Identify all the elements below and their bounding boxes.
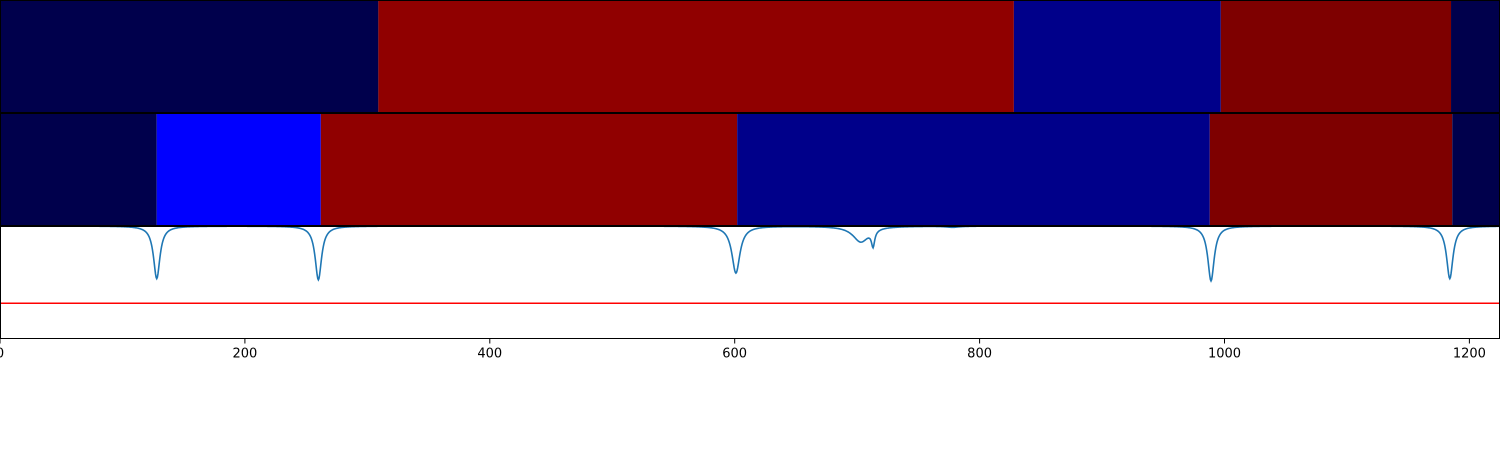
x-tick-label-600: 600 bbox=[722, 347, 747, 362]
segmentation-b-segment-3 bbox=[320, 113, 738, 225]
x-tick-label-800: 800 bbox=[967, 347, 992, 362]
segment-row-b bbox=[0, 113, 1500, 225]
segmentation-a-segment-2 bbox=[378, 0, 1014, 112]
segmentation-a-segment-4 bbox=[1220, 0, 1452, 112]
segmentation-b-segment-1 bbox=[0, 113, 157, 225]
segmentation-b-segment-6 bbox=[1452, 113, 1500, 225]
x-tick-label-1000: 1000 bbox=[1208, 347, 1241, 362]
line-panel bbox=[0, 225, 1500, 338]
x-tick-label-1200: 1200 bbox=[1453, 347, 1486, 362]
segment-row-a bbox=[0, 0, 1500, 112]
segmentation-a-segment-3 bbox=[1013, 0, 1221, 112]
segmentation-b-segment-4 bbox=[737, 113, 1210, 225]
line-panel-background bbox=[0, 226, 1500, 338]
segmentation-a-segment-5 bbox=[1451, 0, 1500, 112]
segmentation-a-segment-1 bbox=[0, 0, 379, 112]
segmentation-b-segment-5 bbox=[1209, 113, 1453, 225]
x-tick-label-0: 0 bbox=[0, 347, 4, 362]
x-axis: 0 200 400 600 800 1000 1200 bbox=[0, 338, 1486, 362]
x-tick-label-200: 200 bbox=[232, 347, 257, 362]
x-tick-label-400: 400 bbox=[477, 347, 502, 362]
segmentation-b-segment-2 bbox=[156, 113, 321, 225]
